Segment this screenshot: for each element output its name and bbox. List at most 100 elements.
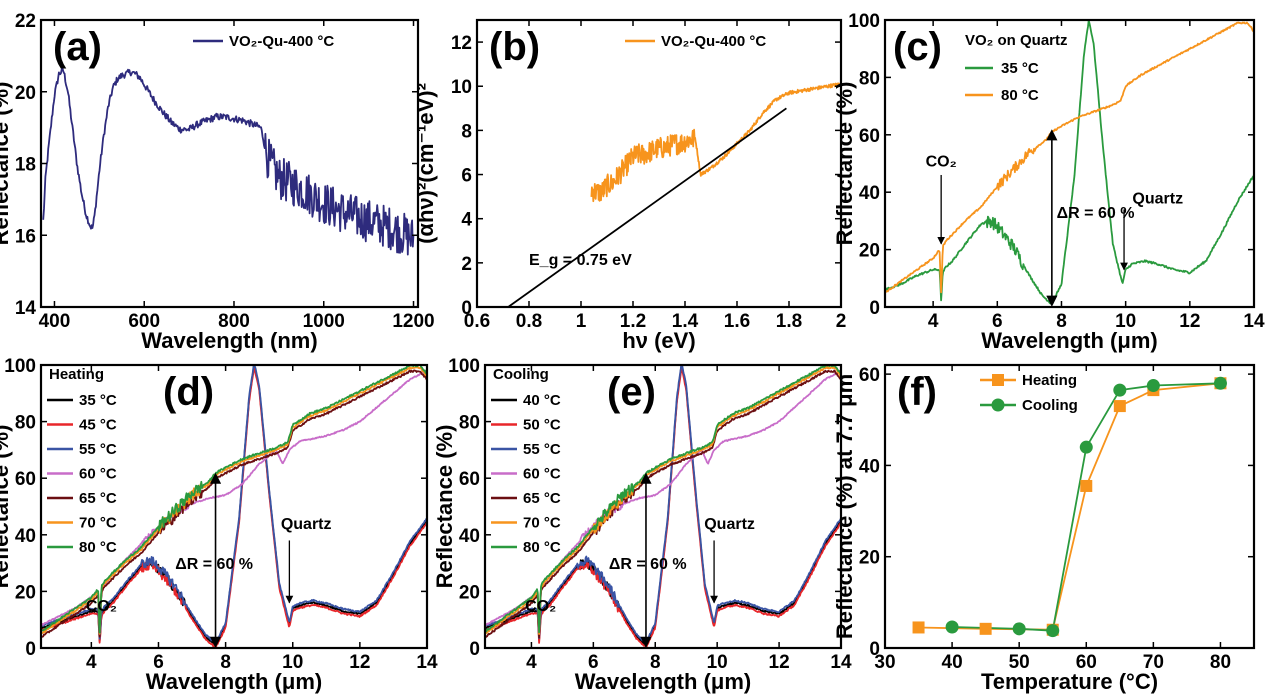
x-tick-label: 12 [1179, 311, 1200, 332]
legend-marker-square [992, 374, 1004, 386]
legend-label: 80 °C [523, 539, 561, 556]
x-tick-label: 8 [650, 652, 661, 673]
plot-area [41, 365, 427, 648]
x-axis-label: Wavelength (μm) [575, 669, 751, 694]
plot-frame [883, 363, 1256, 650]
delta-r-annotation: ΔR = 60 % [609, 556, 687, 573]
legend-label: 55 °C [523, 441, 561, 458]
y-tick-label: 0 [869, 298, 880, 319]
y-tick-label: 20 [15, 582, 36, 603]
series-line-f-0 [918, 382, 1221, 631]
y-axis-label: Reflectance (%) [432, 425, 457, 589]
y-axis-label: Reflectance (%) at 7.7 μm [832, 374, 857, 639]
data-point-square [1080, 479, 1093, 492]
x-tick-label: 14 [1243, 311, 1265, 332]
y-tick-label: 20 [15, 83, 36, 104]
x-tick-label: 1.6 [724, 311, 750, 332]
legend-label: 55 °C [79, 441, 117, 458]
series-line-a-0 [42, 67, 415, 256]
panel-letter: (e) [607, 370, 656, 414]
legend-label: Heating [1022, 372, 1077, 389]
plot-frame [39, 18, 420, 309]
y-tick-label: 8 [461, 121, 472, 142]
x-tick-label: 1000 [303, 311, 345, 332]
y-tick-label: 22 [15, 11, 36, 32]
legend-label: 70 °C [523, 515, 561, 532]
series-line-d-6 [41, 365, 427, 634]
panel-b: 0.6 0.8 1 1.2 1.4 1.6 1.8 2 0 2 4 6 8 10 12 hν (eV) (αhν… [413, 18, 847, 353]
x-tick-label: 10 [707, 652, 728, 673]
x-tick-label: 4 [928, 311, 939, 332]
quartz-annotation: Quartz [704, 516, 755, 533]
series-line-e-3 [485, 370, 841, 635]
data-point-circle [1146, 379, 1160, 393]
series-line-d-4 [41, 369, 427, 638]
data-point-square [912, 621, 925, 634]
y-tick-label: 16 [15, 226, 36, 247]
y-tick-label: 4 [461, 210, 472, 231]
plot-frame [475, 18, 843, 309]
series-line-e-5 [485, 365, 841, 635]
x-tick-label: 1200 [392, 311, 434, 332]
series-line-c-0 [885, 20, 1254, 306]
legend-label: 65 °C [79, 490, 117, 507]
y-tick-label: 20 [859, 548, 880, 569]
panel-letter: (f) [897, 370, 937, 414]
data-point-circle [1213, 376, 1227, 390]
plot-frame [883, 18, 1256, 309]
y-tick-label: 60 [859, 126, 880, 147]
legend-label: 80 °C [79, 539, 117, 556]
panel-a: 400 600 800 1000 1200 14 16 18 20 22 Wavelength (n… [0, 11, 435, 353]
plot-area [918, 382, 1221, 632]
x-tick-label: 14 [416, 652, 438, 673]
plot-frame [39, 363, 429, 650]
y-tick-label: 100 [848, 11, 880, 32]
y-tick-label: 10 [451, 77, 472, 98]
panel-letter: (a) [53, 25, 102, 69]
x-tick-label: 8 [1056, 311, 1067, 332]
quartz-annotation: Quartz [1132, 191, 1183, 208]
legend-title: Cooling [493, 366, 549, 383]
panel-d: 4 6 8 10 12 14 0 20 40 60 80 100 Wavelength (μm) Refl… [0, 356, 438, 694]
legend-label: Cooling [1022, 397, 1078, 414]
x-tick-label: 30 [874, 652, 895, 673]
x-tick-label: 1 [576, 311, 587, 332]
x-tick-label: 1.4 [672, 311, 699, 332]
x-tick-label: 60 [1076, 652, 1097, 673]
y-tick-label: 20 [859, 241, 880, 262]
data-point-square [1113, 400, 1126, 413]
delta-r-annotation: ΔR = 60 % [1057, 205, 1135, 222]
legend-label: VO₂-Qu-400 °C [229, 33, 334, 50]
plot-area [42, 67, 415, 256]
bandgap-annotation: E_g = 0.75 eV [529, 252, 632, 269]
x-tick-label: 12 [769, 652, 790, 673]
quartz-annotation: Quartz [281, 516, 332, 533]
y-tick-label: 0 [461, 298, 472, 319]
x-tick-label: 0.6 [464, 311, 490, 332]
x-tick-label: 8 [220, 652, 231, 673]
x-tick-label: 400 [39, 311, 71, 332]
y-axis-label: Reflectance (%) [0, 82, 13, 246]
x-tick-label: 800 [218, 311, 250, 332]
x-tick-label: 50 [1009, 652, 1030, 673]
y-tick-label: 80 [15, 413, 36, 434]
x-tick-label: 10 [1115, 311, 1136, 332]
y-tick-label: 60 [459, 469, 480, 490]
legend-marker-circle [991, 398, 1005, 412]
data-point-circle [945, 620, 959, 634]
x-tick-label: 6 [992, 311, 1003, 332]
y-axis-label: (αhν)²(cm⁻¹eV)² [413, 83, 438, 244]
y-tick-label: 0 [469, 639, 480, 660]
legend-label: 70 °C [79, 515, 117, 532]
x-axis-label: Temperature (°C) [981, 669, 1158, 694]
x-tick-label: 10 [282, 652, 303, 673]
x-tick-label: 80 [1210, 652, 1231, 673]
data-point-circle [1113, 383, 1127, 397]
y-axis-label: Reflectance (%) [832, 82, 857, 246]
x-tick-label: 14 [830, 652, 852, 673]
delta-r-annotation: ΔR = 60 % [175, 556, 253, 573]
x-tick-label: 2 [836, 311, 847, 332]
legend-label: 80 °C [1001, 87, 1039, 104]
